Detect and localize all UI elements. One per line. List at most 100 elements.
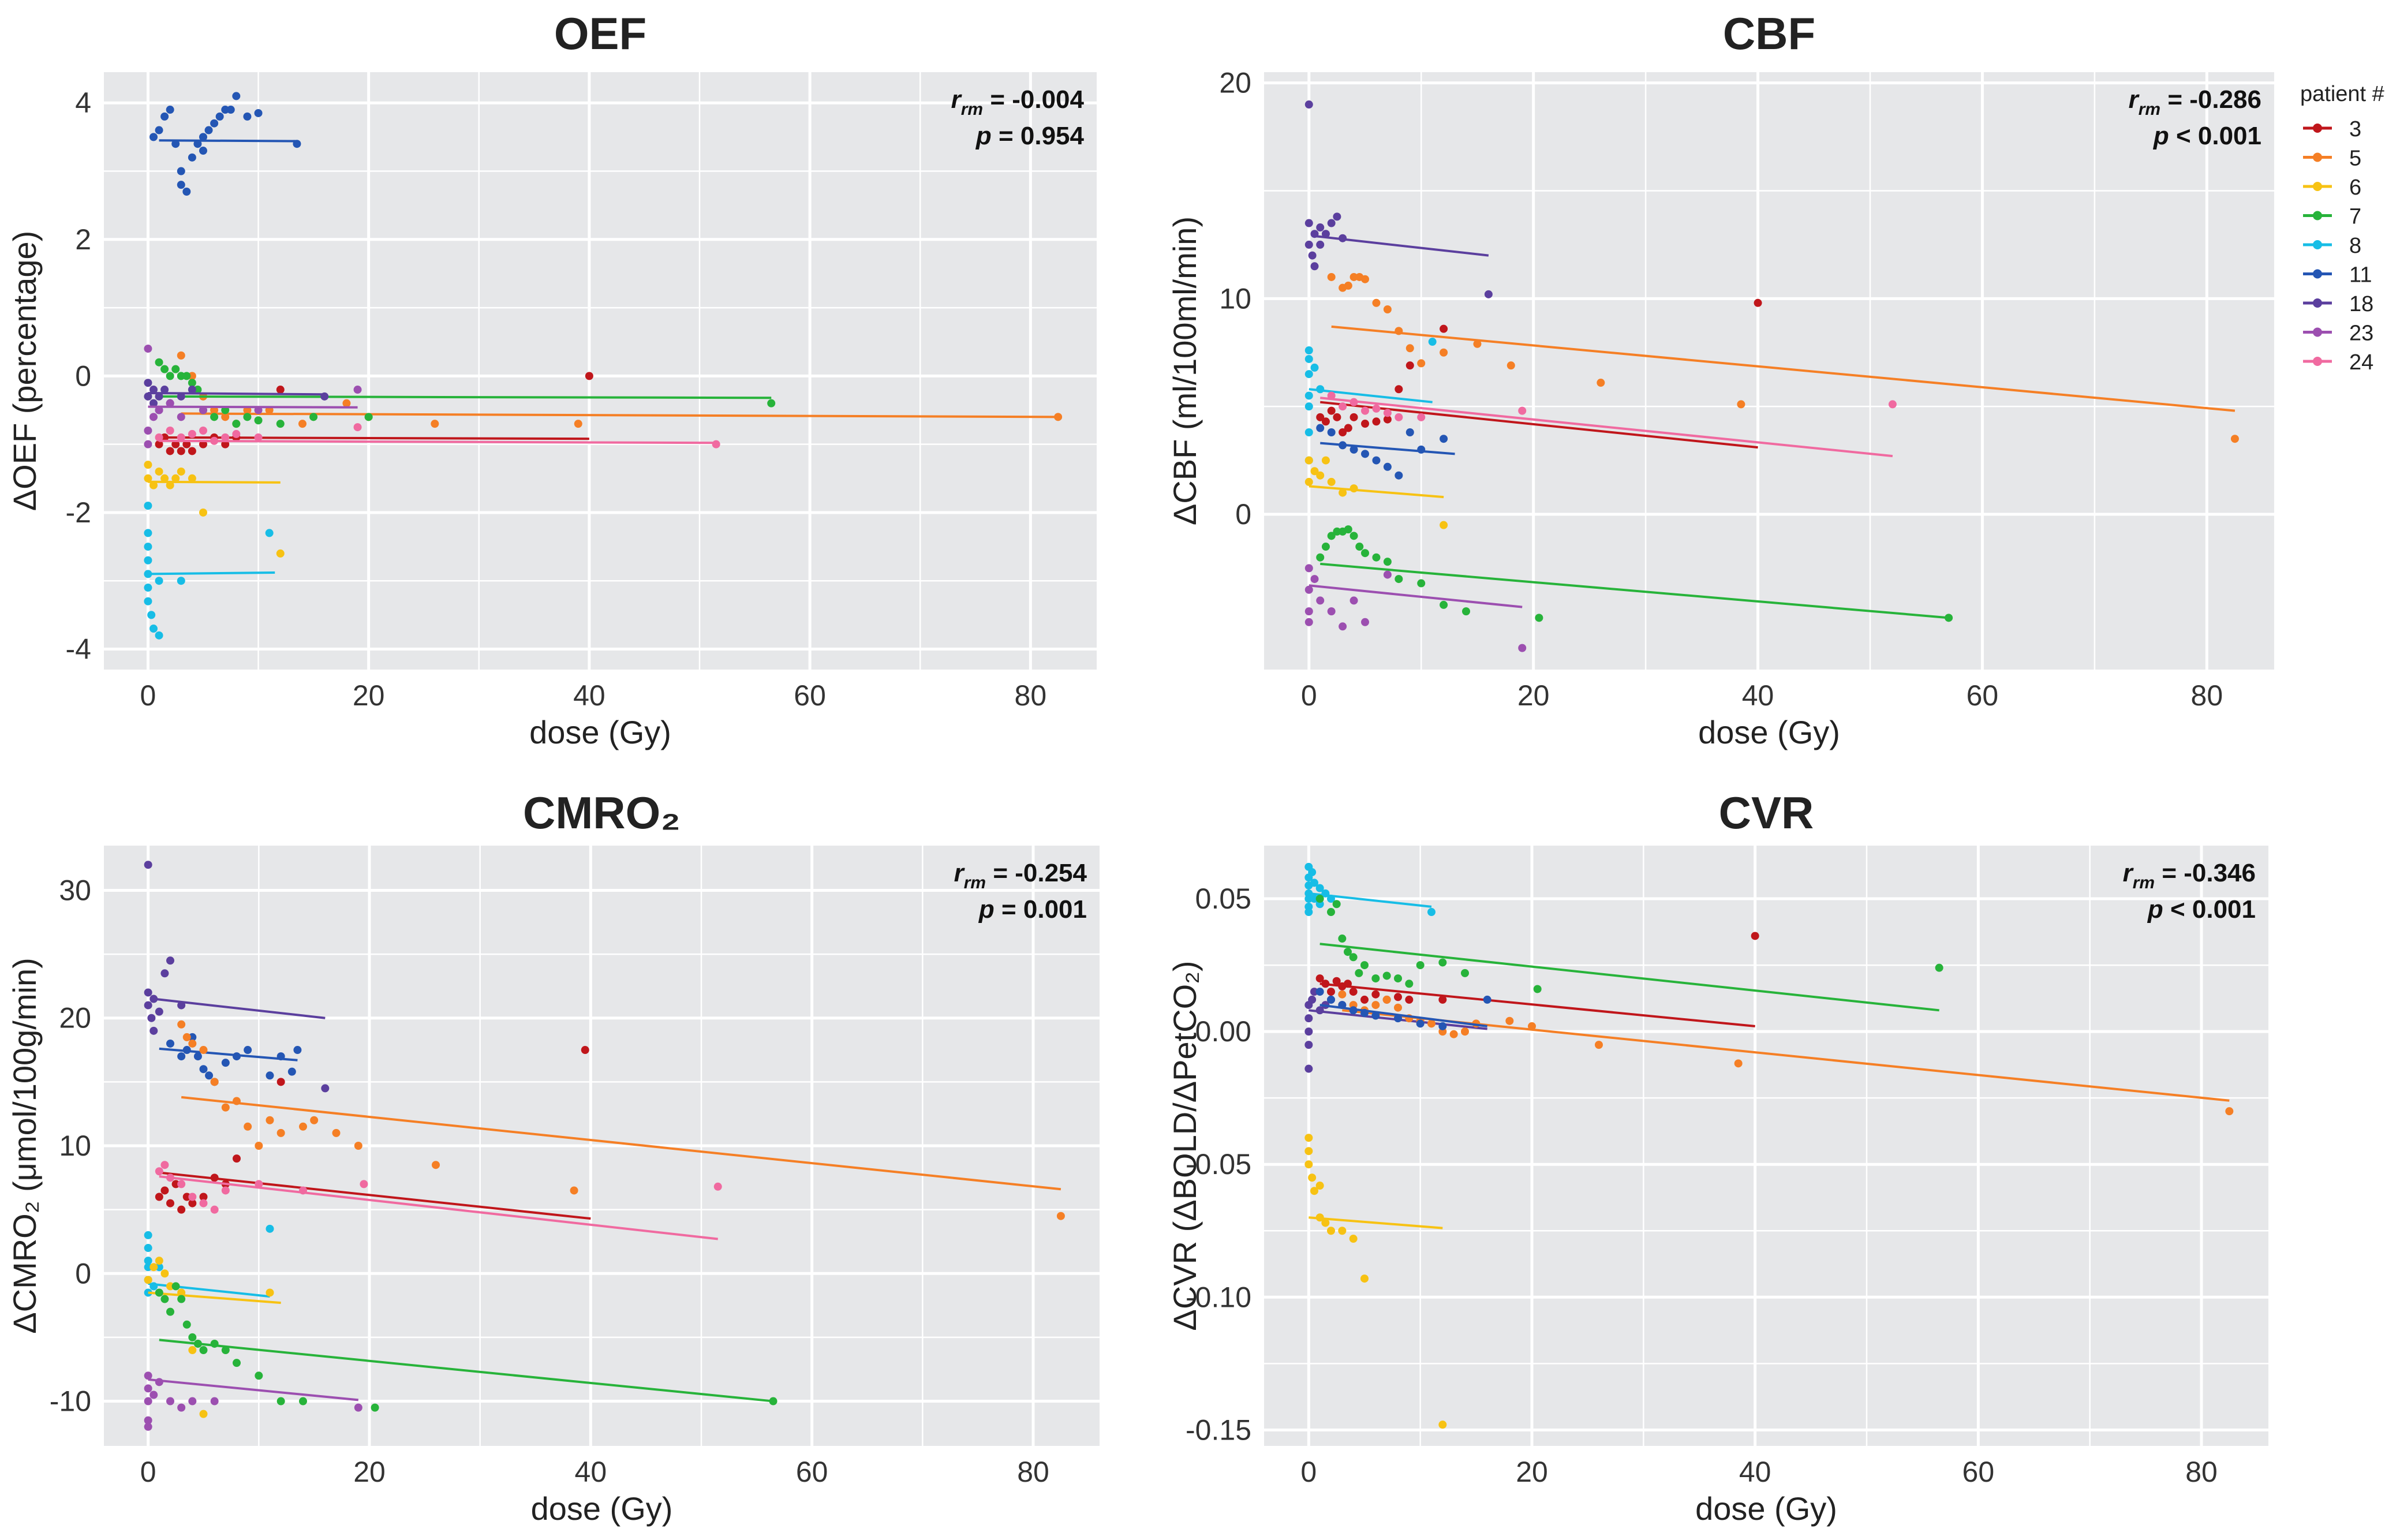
x-tick-label: 80 bbox=[1017, 1456, 1049, 1488]
data-point bbox=[210, 1339, 219, 1348]
x-tick-label: 60 bbox=[794, 679, 826, 712]
series-patient-11 bbox=[149, 92, 301, 196]
y-axis-label: ΔCMRO₂ (μmol/100g/min) bbox=[6, 958, 43, 1334]
series-patient-8 bbox=[1304, 338, 1437, 465]
series-patient-6 bbox=[1304, 1134, 1447, 1429]
data-point bbox=[1372, 404, 1381, 413]
data-point bbox=[1316, 471, 1325, 480]
data-point bbox=[166, 1397, 174, 1406]
data-point bbox=[1349, 272, 1358, 281]
data-point bbox=[188, 1033, 197, 1041]
data-point bbox=[1349, 484, 1358, 493]
data-point bbox=[160, 1186, 169, 1195]
data-point bbox=[177, 577, 185, 585]
series-patient-18 bbox=[144, 861, 330, 1093]
data-point bbox=[144, 1231, 152, 1239]
stat-r-rm: rrm = -0.004 bbox=[951, 85, 1085, 119]
data-point bbox=[1349, 413, 1358, 421]
fit-line bbox=[159, 1339, 773, 1403]
data-point bbox=[1372, 298, 1381, 307]
data-point bbox=[1371, 1011, 1380, 1020]
data-point bbox=[232, 429, 241, 438]
series-patient-8 bbox=[144, 502, 275, 640]
data-point bbox=[1440, 521, 1448, 529]
data-point bbox=[177, 167, 185, 175]
data-point bbox=[1361, 420, 1369, 428]
legend-label: 11 bbox=[2349, 263, 2372, 287]
data-point bbox=[144, 1422, 152, 1431]
legend-label: 18 bbox=[2349, 292, 2373, 316]
y-tick-label: 10 bbox=[1219, 282, 1251, 315]
data-point bbox=[1333, 212, 1341, 221]
data-point bbox=[1395, 385, 1403, 394]
fit-line bbox=[148, 405, 358, 409]
data-point bbox=[287, 1067, 296, 1076]
data-point bbox=[1361, 450, 1369, 458]
x-tick-label: 40 bbox=[573, 679, 605, 712]
data-point bbox=[276, 1128, 285, 1137]
legend-item-patient-11: 11 bbox=[2303, 263, 2372, 287]
data-point bbox=[149, 1282, 158, 1291]
data-point bbox=[1338, 1227, 1347, 1235]
data-point bbox=[215, 112, 224, 121]
data-point bbox=[177, 1020, 186, 1029]
data-point bbox=[177, 1180, 186, 1188]
data-point bbox=[232, 92, 241, 100]
data-point bbox=[1316, 223, 1325, 232]
data-point bbox=[182, 372, 191, 380]
series-patient-11 bbox=[1316, 424, 1455, 480]
data-point bbox=[266, 1224, 274, 1233]
fit-line bbox=[1319, 1004, 1487, 1027]
data-point bbox=[210, 413, 219, 421]
data-point bbox=[1440, 324, 1448, 333]
data-point bbox=[144, 1416, 152, 1425]
data-point bbox=[1394, 993, 1402, 1001]
data-point bbox=[155, 631, 163, 640]
data-point bbox=[155, 433, 163, 442]
data-point bbox=[199, 427, 207, 435]
data-point bbox=[155, 1193, 163, 1201]
data-point bbox=[193, 140, 202, 148]
data-point bbox=[1372, 456, 1381, 465]
data-point bbox=[254, 406, 263, 414]
legend: patient # 3 5 6 7 8 11 18 23 24 bbox=[2300, 82, 2384, 375]
data-point bbox=[1395, 327, 1403, 335]
data-point bbox=[1518, 406, 1527, 415]
data-point bbox=[1427, 908, 1435, 917]
legend-item-patient-18: 18 bbox=[2303, 292, 2373, 316]
data-point bbox=[1333, 413, 1341, 421]
data-point bbox=[1372, 553, 1381, 562]
data-point bbox=[293, 1046, 302, 1055]
data-point bbox=[166, 1282, 174, 1291]
data-point bbox=[255, 1180, 263, 1188]
x-tick-label: 80 bbox=[2191, 679, 2223, 712]
data-point bbox=[144, 543, 152, 551]
data-point bbox=[1310, 467, 1319, 476]
x-tick-label: 80 bbox=[2185, 1456, 2218, 1488]
data-point bbox=[1321, 889, 1330, 898]
data-point bbox=[1332, 900, 1341, 909]
data-point bbox=[1361, 406, 1369, 415]
data-point bbox=[177, 1403, 186, 1412]
fit-line bbox=[1319, 982, 1755, 1027]
data-point bbox=[182, 440, 191, 448]
legend-swatch-dot bbox=[2313, 269, 2322, 279]
x-tick-label: 20 bbox=[353, 1456, 386, 1488]
data-point bbox=[155, 1288, 163, 1297]
data-point bbox=[353, 386, 362, 394]
legend-item-patient-3: 3 bbox=[2303, 117, 2361, 141]
data-point bbox=[155, 467, 163, 476]
series-patient-7 bbox=[155, 1282, 777, 1412]
data-point bbox=[276, 1052, 285, 1061]
series-patient-5 bbox=[1327, 272, 2239, 443]
data-point bbox=[276, 549, 285, 558]
data-point bbox=[342, 399, 351, 408]
fit-line bbox=[159, 1047, 298, 1061]
data-point bbox=[199, 1199, 208, 1208]
data-point bbox=[310, 1116, 319, 1124]
data-point bbox=[1349, 596, 1358, 605]
data-point bbox=[1394, 974, 1402, 983]
fit-line bbox=[1342, 1009, 2230, 1102]
legend-item-patient-5: 5 bbox=[2303, 147, 2361, 171]
data-point bbox=[243, 112, 252, 121]
